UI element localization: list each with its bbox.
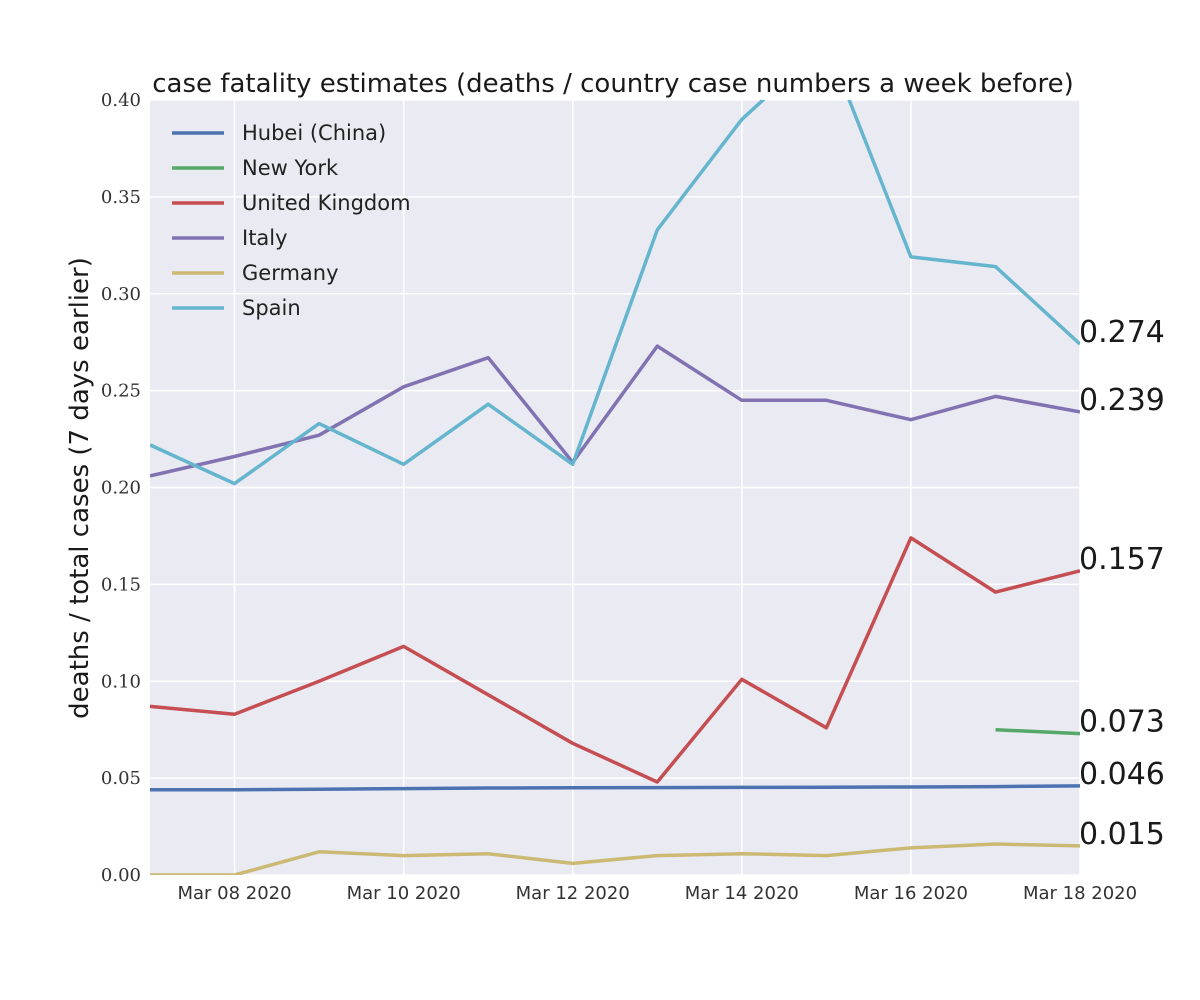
y-tick-label: 0.05 [101, 768, 141, 789]
legend-label: Germany [242, 261, 339, 285]
legend-label: Spain [242, 296, 301, 320]
end-value-label: 0.157 [1079, 542, 1165, 577]
y-tick-label: 0.10 [101, 671, 141, 692]
y-tick-label: 0.30 [101, 284, 141, 305]
legend: Hubei (China) New York United Kingdom Italy… [172, 121, 411, 320]
legend-label: United Kingdom [242, 191, 411, 215]
y-axis-ticks: 0.00 0.05 0.10 0.15 0.20 0.25 0.30 0.35 0.40 [101, 90, 141, 886]
end-value-labels: 0.274 0.239 0.157 0.073 0.046 0.015 [1079, 315, 1165, 852]
end-value-label: 0.015 [1079, 817, 1165, 852]
series-line-new-york [995, 727, 1080, 736]
x-tick-label: Mar 16 2020 [854, 883, 968, 904]
end-value-label: 0.073 [1079, 705, 1165, 740]
x-tick-label: Mar 18 2020 [1023, 883, 1137, 904]
x-tick-label: Mar 14 2020 [685, 883, 799, 904]
gridlines [150, 99, 1081, 876]
legend-label: Hubei (China) [242, 121, 386, 145]
end-value-label: 0.239 [1079, 383, 1165, 418]
series-line-germany [150, 842, 1080, 875]
y-tick-label: 0.35 [101, 187, 141, 208]
x-tick-label: Mar 10 2020 [347, 883, 461, 904]
series-lines [150, 100, 1080, 875]
legend-label: Italy [242, 226, 288, 250]
y-tick-label: 0.00 [101, 865, 141, 886]
y-tick-label: 0.15 [101, 574, 141, 595]
legend-label: New York [242, 156, 339, 180]
y-tick-label: 0.40 [101, 90, 141, 111]
x-tick-label: Mar 12 2020 [516, 883, 630, 904]
x-axis-ticks: Mar 08 2020 Mar 10 2020 Mar 12 2020 Mar 14 … [177, 883, 1137, 904]
end-value-label: 0.046 [1079, 757, 1165, 792]
y-axis-label: deaths / total cases (7 days earlier) [65, 257, 95, 719]
x-tick-label: Mar 08 2020 [177, 883, 291, 904]
end-value-label: 0.274 [1079, 315, 1165, 350]
series-line-italy [150, 344, 1080, 478]
chart-title: case fatality estimates (deaths / countr… [152, 69, 1073, 99]
series-line-spain [150, 100, 1080, 486]
y-tick-label: 0.25 [101, 381, 141, 402]
y-tick-label: 0.20 [101, 478, 141, 499]
series-line-united-kingdom [150, 536, 1080, 784]
series-line-hubei-china [150, 784, 1080, 792]
